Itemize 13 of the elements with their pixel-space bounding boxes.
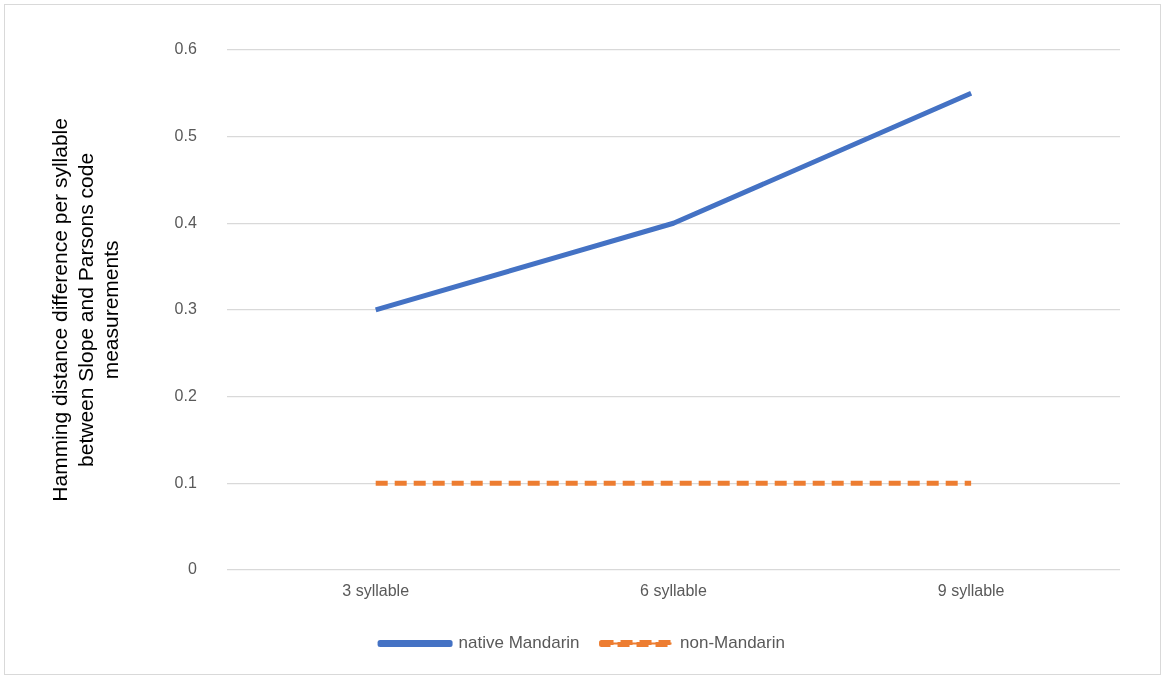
y-tick-label: 0 (187, 560, 197, 578)
x-tick-label: 6 syllable (640, 581, 707, 599)
x-tick-label: 3 syllable (342, 581, 410, 599)
y-axis-title: Hamming distance difference per syllable between Slope and Parsons code measurements (48, 118, 122, 502)
y-tick-label: 0.3 (174, 300, 197, 318)
y-tick-label: 0.5 (174, 127, 197, 145)
y-tick-label: 0.1 (174, 473, 197, 491)
y-tick-label: 0.4 (174, 213, 197, 231)
y-tick-label: 0.2 (174, 386, 197, 404)
x-tick-label: 9 syllable (937, 581, 1005, 599)
legend-label: non-Mandarin (680, 633, 785, 653)
y-tick-label: 0.6 (174, 40, 197, 58)
legend-label: native Mandarin (458, 633, 580, 653)
